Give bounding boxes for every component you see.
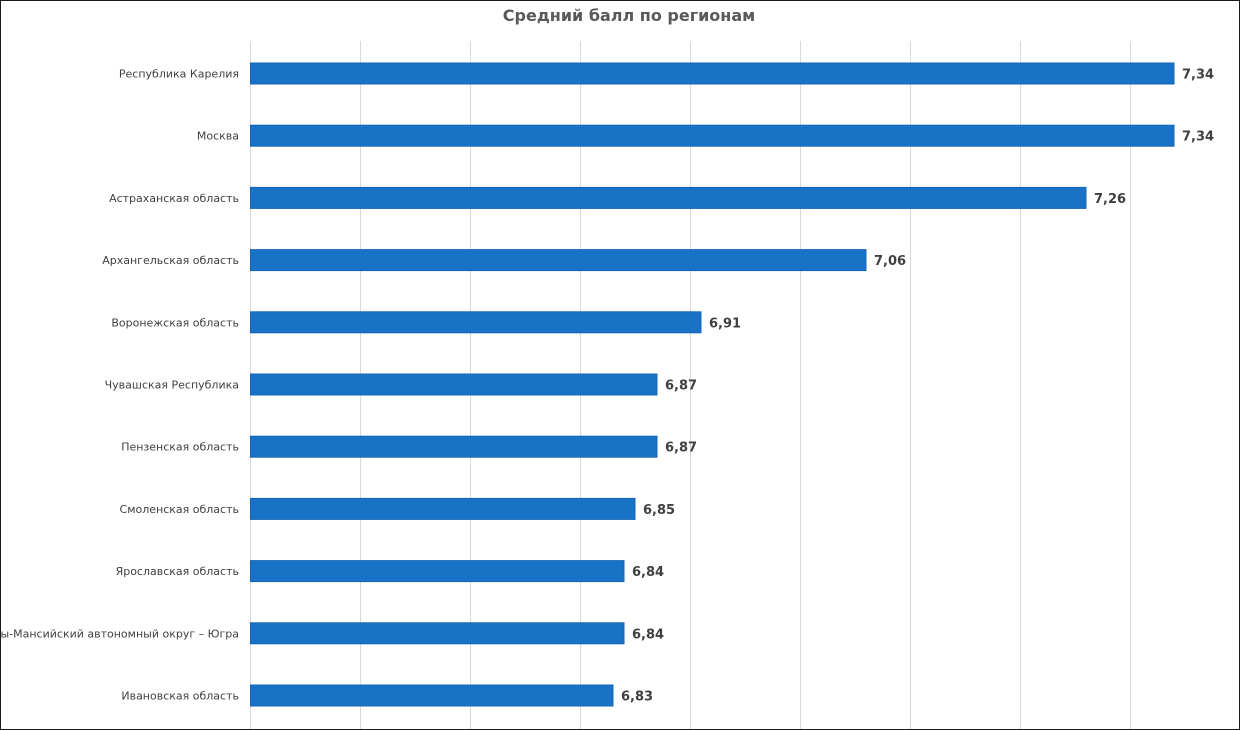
chart-title: Средний балл по регионам: [502, 6, 756, 25]
bar: [250, 62, 1175, 85]
bar: [250, 497, 636, 520]
category-label: Чувашская Республика: [105, 379, 239, 392]
bar-layer: [250, 62, 1175, 707]
bar: [250, 373, 658, 396]
category-label: Пензенская область: [121, 441, 239, 454]
category-label: Астраханская область: [109, 192, 239, 205]
data-label: 7,06: [874, 254, 906, 269]
category-label: Москва: [197, 130, 239, 143]
bar: [250, 435, 658, 458]
label-layer: Республика Карелия 7,34 Москва 7,34 Астрахан…: [1, 68, 1214, 705]
data-label: 6,91: [709, 316, 741, 331]
category-label: Ханты-Мансийский автономный округ – Югра: [1, 627, 239, 640]
bar: [250, 186, 1087, 209]
data-label: 6,85: [643, 503, 675, 518]
data-label: 6,84: [632, 565, 664, 580]
data-label: 6,84: [632, 627, 664, 642]
bar: [250, 622, 625, 645]
data-label: 6,83: [621, 690, 653, 705]
category-label: Архангельская область: [102, 254, 239, 267]
data-label: 6,87: [665, 379, 697, 394]
category-label: Ярославская область: [116, 565, 239, 578]
bar: [250, 560, 625, 583]
category-label: Ивановская область: [121, 690, 239, 703]
category-label: Республика Карелия: [119, 68, 239, 81]
data-label: 7,34: [1182, 130, 1214, 145]
category-label: Воронежская область: [111, 316, 239, 329]
data-label: 7,26: [1094, 192, 1126, 207]
bar: [250, 124, 1175, 147]
category-label: Смоленская область: [120, 503, 239, 516]
bar: [250, 249, 867, 272]
data-label: 7,34: [1182, 68, 1214, 83]
bar: [250, 311, 702, 334]
bar: [250, 684, 614, 707]
data-label: 6,87: [665, 441, 697, 456]
